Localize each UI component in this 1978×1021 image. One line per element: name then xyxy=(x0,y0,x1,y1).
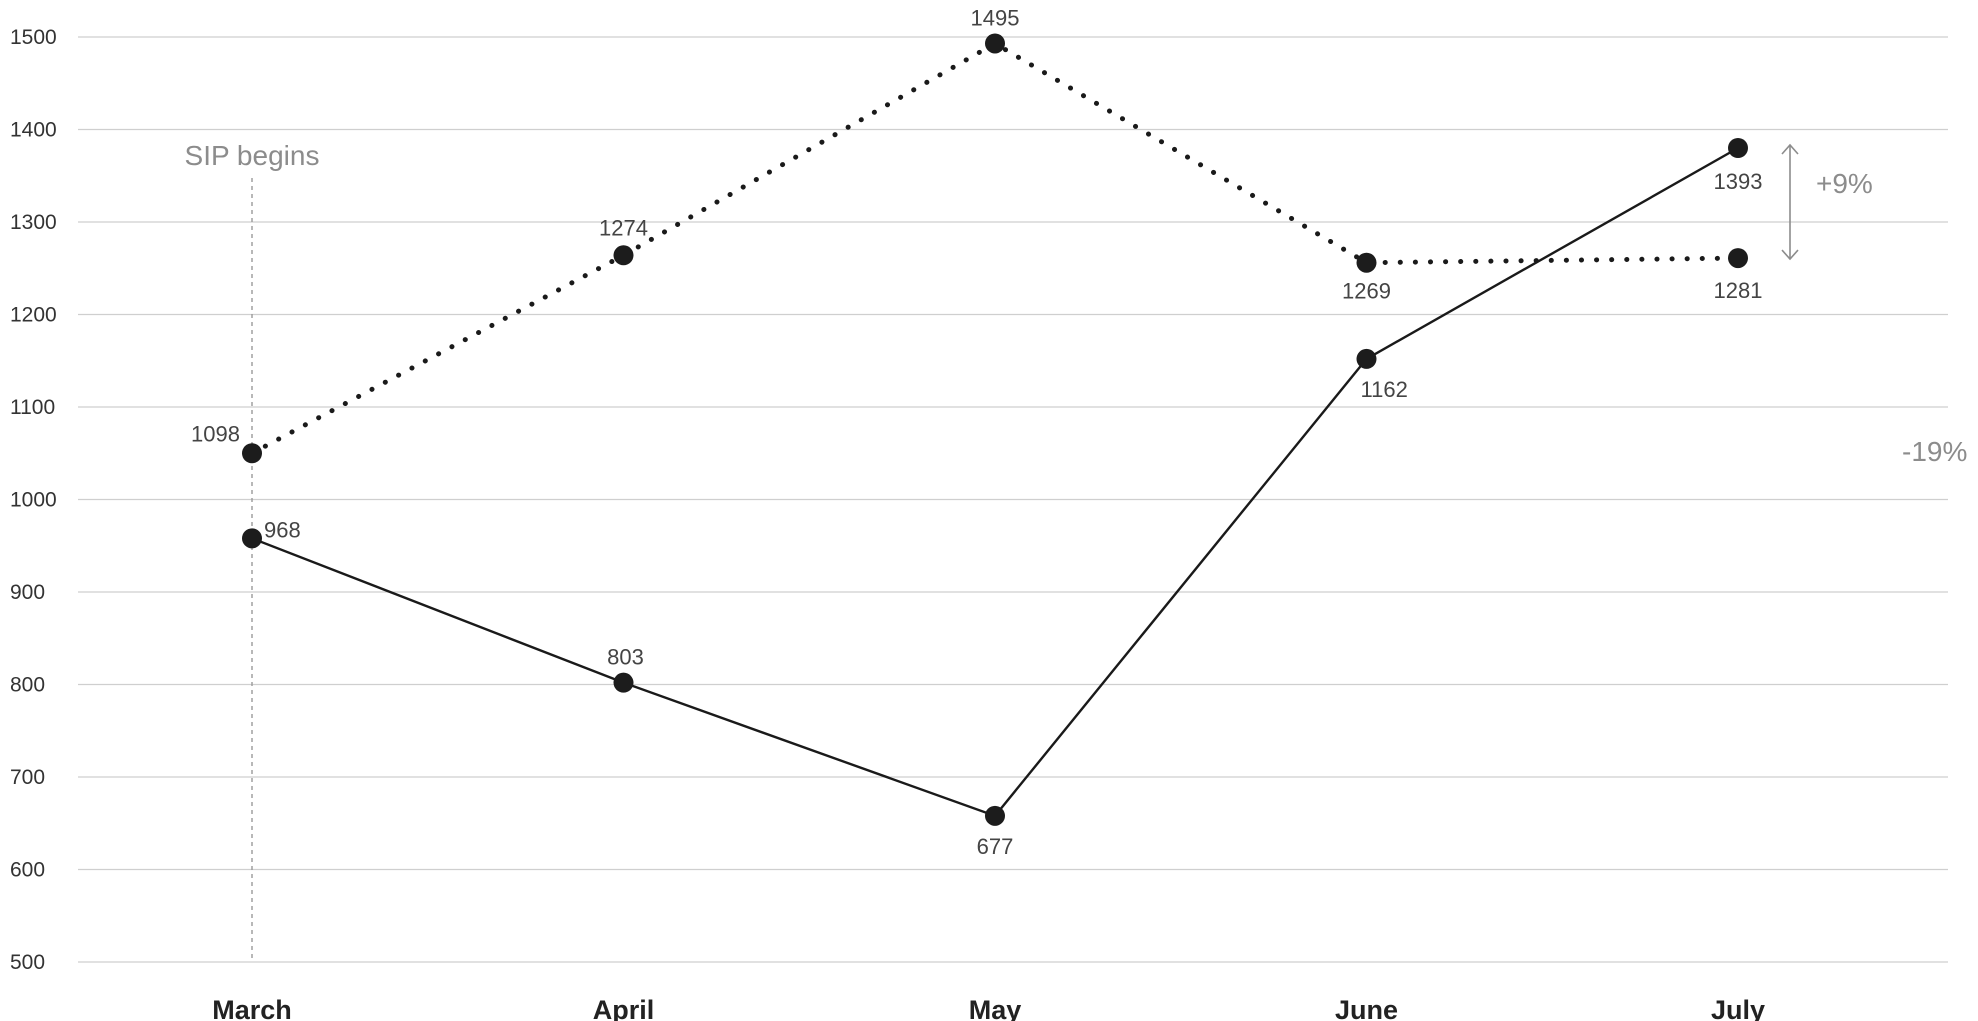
gap-arrow xyxy=(1781,143,1799,261)
y-tick-label: 600 xyxy=(10,859,45,882)
y-tick-label: 1000 xyxy=(10,489,57,512)
gap-arrow-head-bottom xyxy=(1781,249,1799,261)
y-tick-label: 1200 xyxy=(10,304,57,327)
series-layer xyxy=(242,33,1748,826)
side-annotation-minus19: -19% xyxy=(1902,436,1967,467)
x-tick-label: June xyxy=(1335,995,1398,1021)
data-label: 1162 xyxy=(1361,377,1408,402)
sip-begins-annotation: SIP begins xyxy=(185,140,320,171)
y-tick-label: 800 xyxy=(10,674,45,697)
x-tick-label: May xyxy=(969,995,1022,1021)
data-label: 968 xyxy=(264,517,301,542)
data-label: 1098 xyxy=(191,421,240,446)
y-tick-label: 1300 xyxy=(10,211,57,234)
gap-arrow-head-top xyxy=(1781,143,1799,155)
y-axis-tick-labels: 500 600 700 800 900 1000 1100 1200 1300 1400 1500 xyxy=(10,26,57,974)
data-label: 1495 xyxy=(971,5,1020,30)
data-point-solid xyxy=(1356,348,1377,369)
data-label: 677 xyxy=(977,834,1014,859)
data-label: 1269 xyxy=(1342,279,1391,304)
data-point-dotted xyxy=(242,443,262,464)
data-point-solid xyxy=(985,805,1005,826)
data-point-dotted xyxy=(1356,252,1377,273)
x-tick-label: July xyxy=(1711,995,1765,1021)
data-point-dotted xyxy=(613,245,634,266)
gap-annotation-plus9: +9% xyxy=(1816,168,1873,199)
data-point-dotted xyxy=(985,33,1005,54)
data-point-solid xyxy=(1728,138,1748,158)
series-line-solid xyxy=(251,146,1739,818)
x-tick-label: March xyxy=(212,995,292,1021)
data-label: 1393 xyxy=(1714,169,1763,194)
data-point-dotted xyxy=(1728,248,1748,269)
y-tick-label: 700 xyxy=(10,766,45,789)
x-tick-label: April xyxy=(593,995,655,1021)
y-tick-label: 1400 xyxy=(10,119,57,142)
y-tick-label: 1100 xyxy=(10,396,55,419)
series-line-dotted xyxy=(249,40,1741,456)
data-label: 1281 xyxy=(1714,278,1763,303)
data-label: 803 xyxy=(607,645,644,670)
data-point-solid xyxy=(613,672,634,693)
y-tick-label: 1500 xyxy=(10,26,57,49)
x-axis-tick-labels: March April May June July xyxy=(212,995,1765,1021)
y-tick-label: 500 xyxy=(10,951,45,974)
data-labels: 1098 1274 1495 1269 1281 968 803 677 1162 1393 xyxy=(191,5,1762,858)
data-label: 1274 xyxy=(599,215,648,240)
data-point-solid xyxy=(242,528,262,549)
grid-lines xyxy=(78,36,1948,963)
y-tick-label: 900 xyxy=(10,581,45,604)
